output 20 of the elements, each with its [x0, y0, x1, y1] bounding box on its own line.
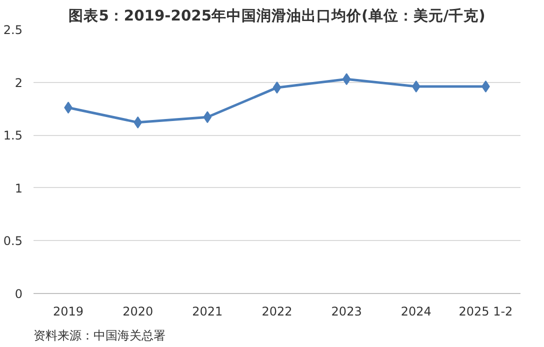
point [203, 111, 212, 124]
point [134, 116, 142, 128]
x-tick-label: 2025 1-2 [458, 304, 513, 318]
x-tick-label: 2020 [122, 304, 154, 318]
point [342, 73, 351, 86]
x-tick-label: 2021 [192, 304, 223, 318]
y-tick-label: 0 [14, 287, 23, 301]
y-tick-label: 2.5 [3, 23, 23, 37]
x-tick-label: 2023 [331, 304, 362, 318]
point [272, 82, 282, 94]
x-tick-label: 2022 [262, 304, 292, 318]
x-tick-label: 2019 [53, 304, 84, 318]
x-tick-label: 2024 [400, 304, 432, 318]
text: 资料来源：中国海关总署 [34, 328, 166, 342]
chart-title: 图表5：2019-2025年中国润滑油出口均价(单位：美元/千克) [68, 6, 486, 24]
point [412, 80, 420, 93]
y-tick-label: 1.5 [3, 128, 23, 143]
y-tick-label: 0.5 [3, 234, 23, 248]
y-tick-label: 2 [14, 76, 23, 90]
y-tick-label: 1 [14, 181, 23, 196]
